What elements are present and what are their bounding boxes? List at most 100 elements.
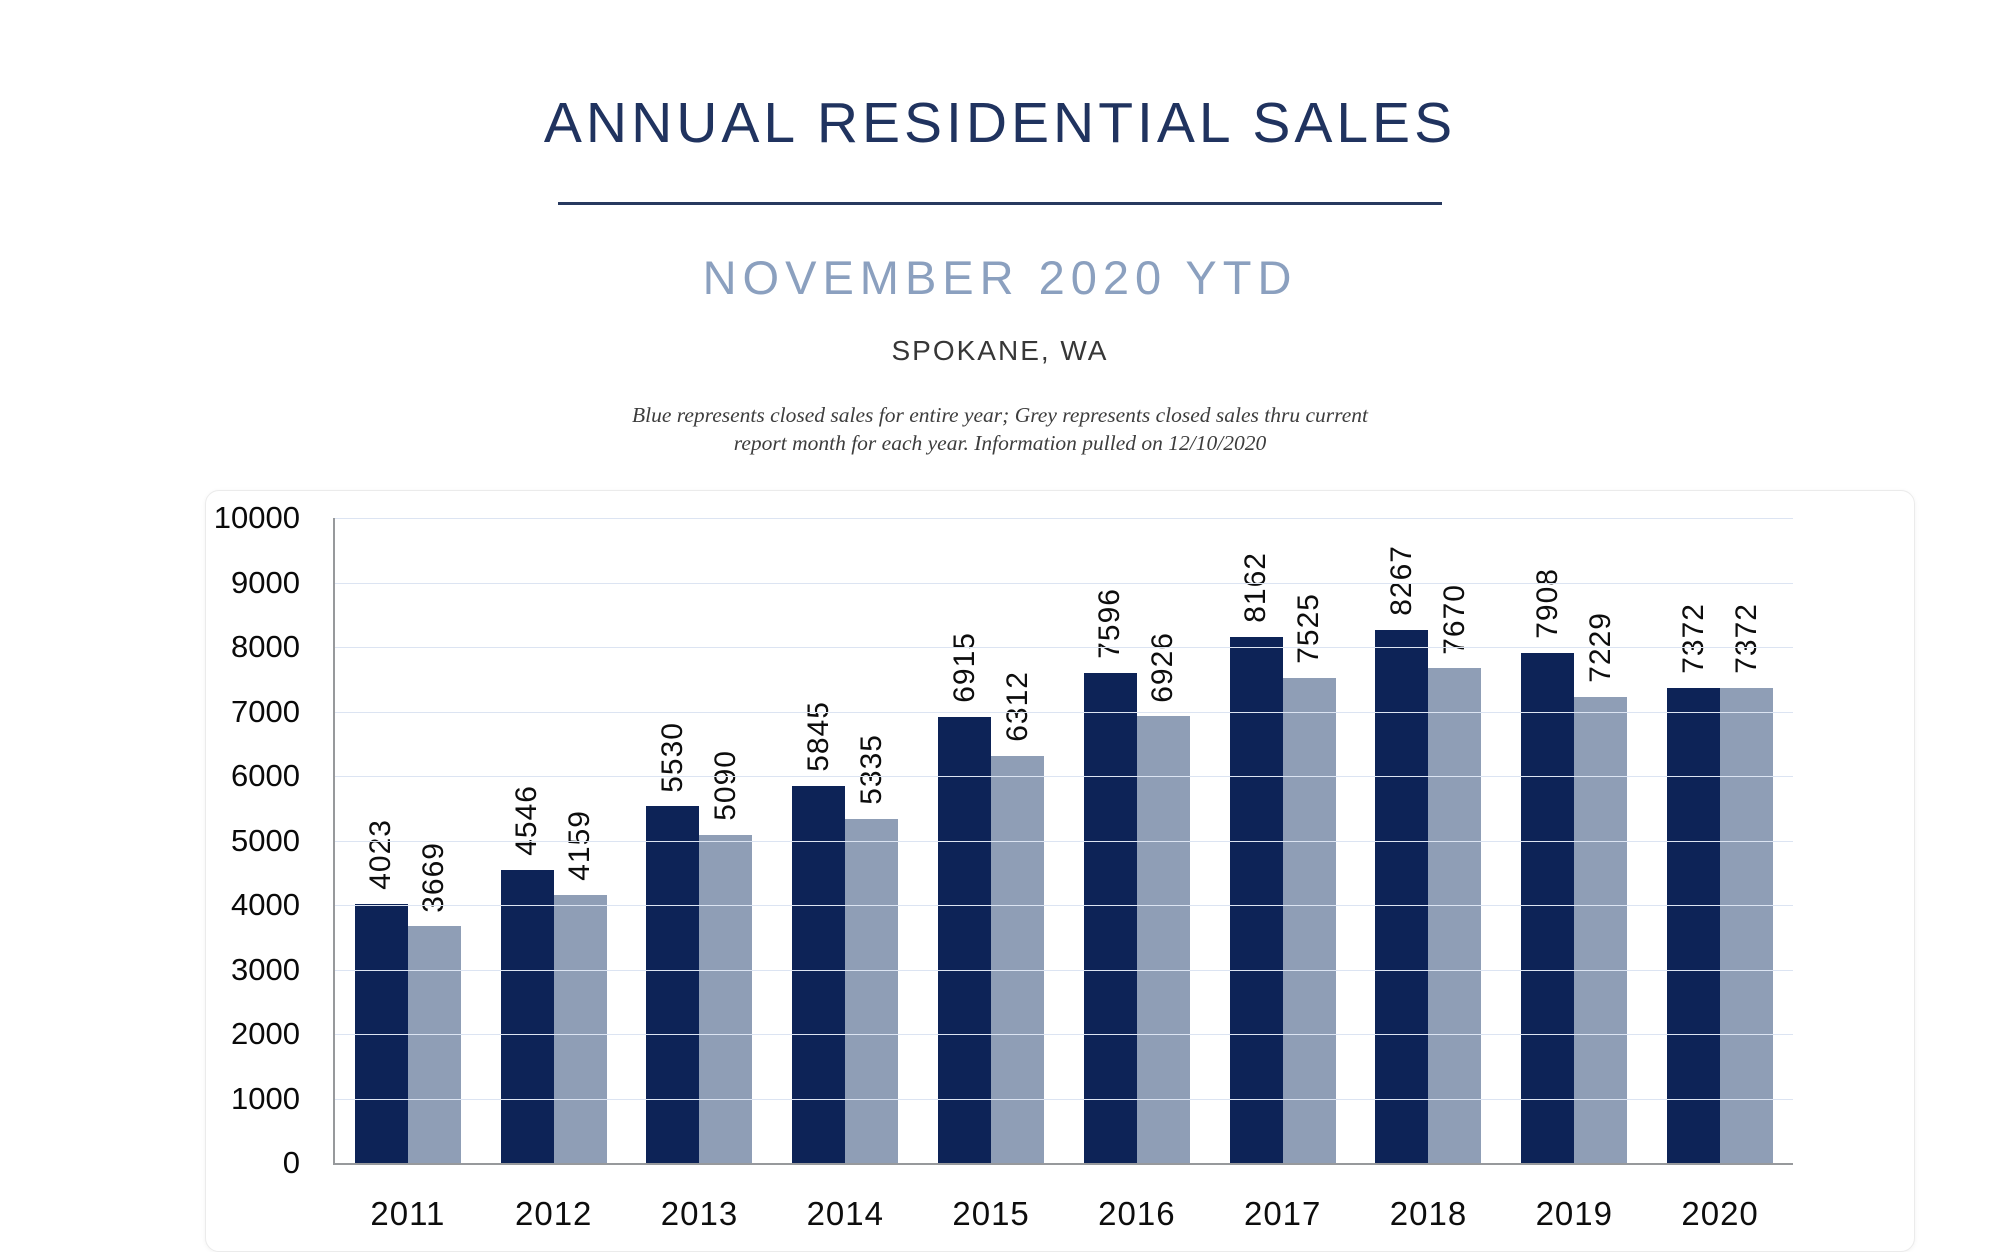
y-axis-tick-0: 0 xyxy=(282,1145,300,1180)
x-axis-label-2012: 2012 xyxy=(514,1195,593,1232)
gridline-1000 xyxy=(335,1098,1793,1100)
y-axis-tick-10000: 10000 xyxy=(213,500,300,535)
bar-group-2019: 7908 7229 2019 xyxy=(1501,518,1647,1232)
bar-value-text: 7670 xyxy=(1437,583,1471,655)
bar-value-label-2012-full: 4546 xyxy=(501,785,554,856)
bar-value-text: 7372 xyxy=(1729,602,1763,674)
bar-value-label-2015-full: 6915 xyxy=(938,632,991,703)
gridline-3000 xyxy=(335,969,1793,971)
bar-ytd-2018 xyxy=(1428,668,1482,1163)
bar-value-label-2020-ytd: 7372 xyxy=(1720,603,1773,674)
bar-full-year-2017 xyxy=(1229,636,1283,1163)
page-title: ANNUAL RESIDENTIAL SALES xyxy=(543,91,1457,155)
bar-value-text: 6915 xyxy=(947,632,981,703)
bar-ytd-2020 xyxy=(1720,687,1774,1163)
legend-note-line-2: report month for each year. Information … xyxy=(733,431,1267,455)
gridline-2000 xyxy=(335,1034,1793,1035)
bar-value-text: 6312 xyxy=(1000,671,1034,742)
bar-value-label-2013-ytd: 5090 xyxy=(699,750,752,821)
legend-note: Blue represents closed sales for entire … xyxy=(0,401,2000,457)
bar-value-label-2011-ytd: 3669 xyxy=(408,842,461,913)
gridline-5000 xyxy=(335,840,1793,842)
bar-value-label-2015-ytd: 6312 xyxy=(991,671,1044,742)
bar-group-2018: 8267 7670 2018 xyxy=(1356,518,1502,1232)
bar-full-year-2018 xyxy=(1375,629,1429,1163)
bar-ytd-2011 xyxy=(407,926,461,1163)
bar-groups: 4023 3669 2011 4546 4159 2012 5530 5090 2013 5845… xyxy=(335,518,1793,1232)
x-axis-label-2015: 2015 xyxy=(952,1195,1030,1232)
bar-group-2011: 4023 3669 2011 xyxy=(335,518,481,1232)
bar-full-year-2019 xyxy=(1521,652,1575,1163)
x-axis-label-2016: 2016 xyxy=(1098,1195,1176,1232)
bar-ytd-2015 xyxy=(991,755,1045,1163)
x-axis-label-2017: 2017 xyxy=(1243,1195,1322,1232)
bar-value-label-2016-full: 7596 xyxy=(1084,588,1137,659)
plot-area: 4023 3669 2011 4546 4159 2012 5530 5090 2013 5845… xyxy=(333,518,1793,1232)
y-axis-tick-5000: 5000 xyxy=(231,822,300,858)
bar-full-year-2012 xyxy=(500,869,554,1163)
bar-group-2016: 7596 6926 2016 xyxy=(1064,518,1210,1232)
bar-group-2017: 8162 7525 2017 xyxy=(1210,518,1356,1232)
bar-value-text: 8267 xyxy=(1384,545,1418,616)
x-axis-label-2011: 2011 xyxy=(370,1195,446,1232)
gridline-9000 xyxy=(335,582,1793,584)
bar-full-year-2015 xyxy=(938,716,992,1163)
bar-full-year-2014 xyxy=(792,786,846,1163)
bar-full-year-2020 xyxy=(1667,687,1721,1163)
y-axis-tick-6000: 6000 xyxy=(231,758,300,793)
bar-value-label-2017-full: 8162 xyxy=(1230,552,1283,623)
bar-value-text: 7596 xyxy=(1093,588,1127,660)
bar-value-label-2011-full: 4023 xyxy=(355,819,408,890)
bar-value-label-2012-ytd: 4159 xyxy=(554,810,607,881)
bar-value-label-2016-ytd: 6926 xyxy=(1137,632,1190,703)
bar-value-text: 5530 xyxy=(655,721,689,793)
bar-value-label-2019-full: 7908 xyxy=(1521,568,1574,639)
bar-value-text: 5090 xyxy=(708,749,742,821)
bar-value-text: 5335 xyxy=(854,734,888,805)
gridline-10000 xyxy=(335,518,1793,519)
bar-value-text: 6926 xyxy=(1146,631,1180,703)
bar-value-text: 7525 xyxy=(1292,592,1326,664)
bar-value-label-2017-ytd: 7525 xyxy=(1283,593,1336,664)
y-axis-tick-4000: 4000 xyxy=(231,887,300,922)
bar-ytd-2019 xyxy=(1574,696,1628,1163)
bar-value-label-2020-full: 7372 xyxy=(1667,603,1720,674)
bar-ytd-2017 xyxy=(1282,677,1336,1163)
bar-value-text: 4023 xyxy=(364,818,398,890)
x-axis-label-2013: 2013 xyxy=(660,1195,739,1232)
bar-full-year-2013 xyxy=(646,806,700,1163)
bar-value-text: 4546 xyxy=(510,785,544,856)
gridline-7000 xyxy=(335,711,1793,713)
legend-note-line-1: Blue represents closed sales for entire … xyxy=(631,403,1369,427)
bar-ytd-2012 xyxy=(553,894,607,1163)
x-axis-label-2020: 2020 xyxy=(1681,1195,1759,1232)
bar-value-text: 7372 xyxy=(1676,602,1710,674)
bar-group-2012: 4546 4159 2012 xyxy=(481,518,627,1232)
y-axis-tick-8000: 8000 xyxy=(231,629,300,664)
x-axis-label-2014: 2014 xyxy=(806,1195,884,1232)
bar-value-text: 7908 xyxy=(1530,568,1564,639)
gridline-8000 xyxy=(335,647,1793,648)
gridline-4000 xyxy=(335,905,1793,906)
y-axis-tick-1000: 1000 xyxy=(231,1080,300,1116)
bar-value-text: 3669 xyxy=(417,841,451,913)
y-axis-tick-7000: 7000 xyxy=(231,693,300,729)
bar-ytd-2014 xyxy=(845,818,899,1163)
bar-value-label-2013-full: 5530 xyxy=(646,722,699,793)
y-axis-ticks: 0 1000 2000 3000 4000 5000 6000 7000 8000 9000 100… xyxy=(160,500,300,1180)
bar-ytd-2013 xyxy=(699,834,753,1163)
bar-value-label-2018-ytd: 7670 xyxy=(1428,584,1481,655)
y-axis-tick-2000: 2000 xyxy=(231,1016,300,1051)
bar-group-2015: 6915 6312 2015 xyxy=(918,518,1064,1232)
bar-group-2020: 7372 7372 2020 xyxy=(1647,518,1793,1232)
bar-group-2013: 5530 5090 2013 xyxy=(627,518,773,1232)
bar-value-text: 4159 xyxy=(563,810,597,881)
report-period-subtitle: NOVEMBER 2020 YTD xyxy=(702,251,1298,304)
y-axis-tick-3000: 3000 xyxy=(231,951,300,987)
bar-full-year-2011 xyxy=(354,903,408,1163)
x-axis-label-2019: 2019 xyxy=(1535,1195,1613,1232)
bar-group-2014: 5845 5335 2014 xyxy=(772,518,918,1232)
y-axis-tick-9000: 9000 xyxy=(231,564,300,600)
x-axis-label-2018: 2018 xyxy=(1389,1195,1468,1232)
bar-ytd-2016 xyxy=(1136,716,1190,1163)
